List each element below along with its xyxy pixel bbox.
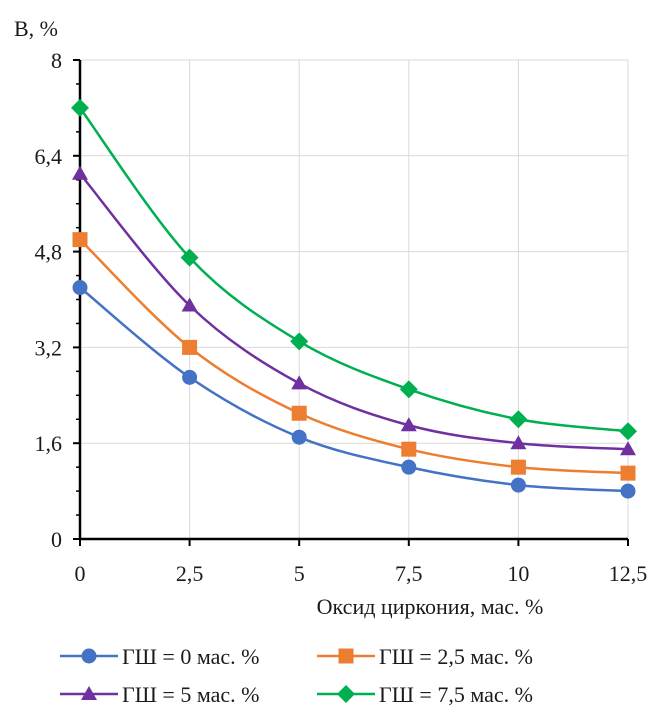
data-point — [510, 435, 527, 450]
legend-marker-triangle — [81, 686, 97, 700]
axis-layer — [73, 59, 629, 546]
legend-item: ГШ = 0 мас. % — [60, 644, 259, 669]
data-point — [401, 441, 417, 457]
x-tick-label: 5 — [294, 561, 305, 586]
series-layer — [71, 98, 637, 499]
data-point — [181, 297, 198, 312]
data-point — [291, 405, 307, 421]
series-line — [78, 107, 629, 433]
data-point — [399, 380, 418, 399]
y-tick-label: 4,8 — [35, 240, 63, 265]
data-point — [510, 459, 526, 475]
y-axis-title: B, % — [14, 16, 58, 41]
data-point — [72, 232, 88, 248]
legend-marker-circle — [81, 648, 97, 664]
legend-label: ГШ = 2,5 мас. % — [379, 644, 533, 669]
data-point — [509, 410, 528, 429]
series-circle — [72, 280, 636, 499]
data-point — [180, 248, 199, 267]
x-tick-label: 2,5 — [176, 561, 204, 586]
data-point — [290, 332, 309, 351]
grid-layer — [80, 59, 629, 539]
data-point — [72, 165, 88, 180]
data-point — [182, 369, 198, 385]
data-point — [291, 429, 307, 445]
data-point — [71, 98, 89, 117]
legend-item: ГШ = 2,5 мас. % — [317, 644, 533, 669]
y-tick-label: 3,2 — [35, 335, 63, 360]
legend-marker-diamond — [337, 685, 355, 703]
tick-label-layer: 0 1,6 3,2 4,8 6,4 8 0 2,5 5 7,5 10 12,5 — [35, 48, 648, 586]
data-point — [72, 280, 88, 296]
y-tick-label: 0 — [51, 527, 62, 552]
data-point — [619, 422, 637, 441]
y-tick-label: 6,4 — [35, 144, 63, 169]
legend-label: ГШ = 7,5 мас. % — [379, 682, 533, 707]
legend: ГШ = 0 мас. % ГШ = 2,5 мас. % ГШ = 5 мас. … — [60, 644, 533, 707]
y-tick-label: 8 — [51, 48, 62, 73]
x-tick-label: 0 — [75, 561, 86, 586]
data-point — [291, 375, 308, 390]
data-point — [620, 465, 636, 481]
data-point — [620, 441, 636, 456]
series-diamond — [71, 98, 637, 441]
x-tick-label: 12,5 — [609, 561, 648, 586]
series-line — [79, 172, 629, 451]
legend-item: ГШ = 5 мас. % — [60, 682, 259, 707]
x-axis-title: Оксид циркония, мас. % — [317, 594, 544, 619]
series-square — [72, 232, 636, 481]
y-tick-label: 1,6 — [35, 431, 63, 456]
data-point — [401, 459, 417, 475]
data-point — [182, 339, 198, 355]
data-point — [620, 483, 636, 499]
x-tick-label: 10 — [507, 561, 529, 586]
legend-item: ГШ = 7,5 мас. % — [317, 682, 533, 707]
series-line — [79, 286, 629, 493]
data-point — [400, 417, 417, 432]
series-triangle — [72, 165, 636, 456]
data-point — [510, 477, 526, 493]
legend-label: ГШ = 0 мас. % — [122, 644, 259, 669]
legend-marker-square — [338, 648, 354, 664]
legend-label: ГШ = 5 мас. % — [122, 682, 259, 707]
x-tick-label: 7,5 — [395, 561, 423, 586]
